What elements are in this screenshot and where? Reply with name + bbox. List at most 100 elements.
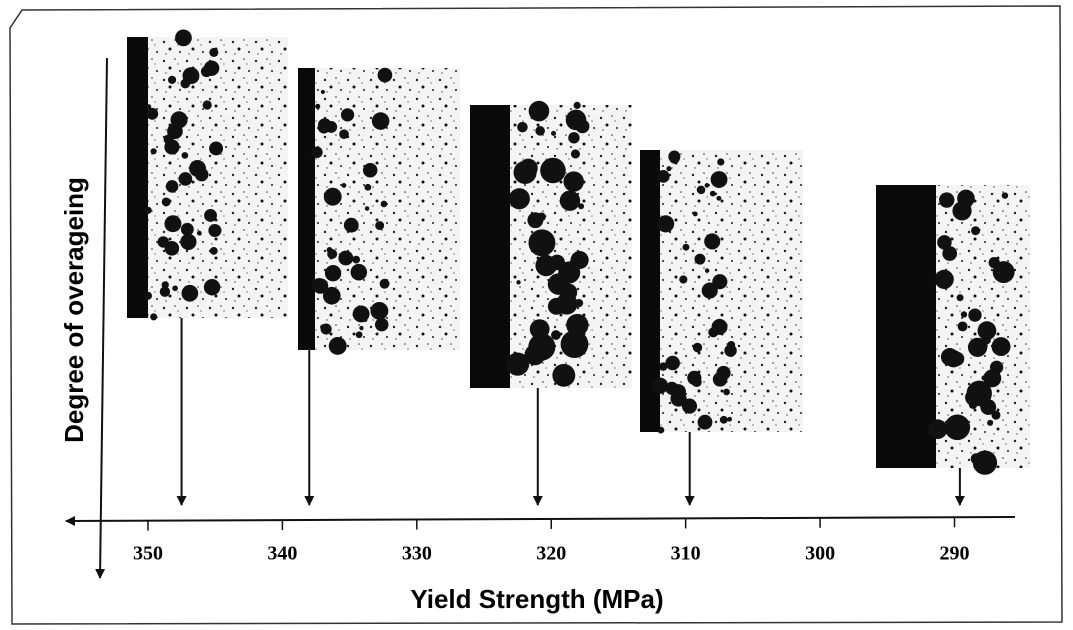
micrograph-blob — [957, 321, 968, 332]
micrograph-blob — [533, 343, 552, 361]
micrograph-blob — [537, 212, 546, 222]
micrograph-blob — [950, 351, 965, 366]
micrograph-blob — [320, 323, 332, 335]
micrograph-blob — [340, 108, 355, 122]
micrograph-blob — [545, 159, 564, 178]
micrograph-blob — [209, 141, 224, 156]
micrograph-blob — [551, 330, 561, 340]
x-axis — [65, 515, 1016, 526]
micrograph-blob — [339, 129, 349, 140]
micrograph-blob — [666, 166, 672, 172]
micrograph-blob — [696, 185, 706, 195]
micrograph-blob — [716, 195, 722, 201]
micrograph-blob — [204, 209, 217, 222]
micrograph-blob — [942, 246, 958, 261]
micrograph-blob — [167, 75, 177, 84]
micrograph-blob — [991, 337, 1011, 357]
micrograph-blob — [528, 100, 550, 122]
micrograph-blob — [717, 158, 725, 166]
micrograph-blob — [380, 200, 388, 208]
micrograph-blob — [352, 255, 361, 264]
micrograph-blob — [508, 188, 530, 210]
micrograph-blob — [665, 381, 679, 395]
micrograph-blob — [528, 229, 556, 257]
x-tick-label: 310 — [671, 543, 701, 565]
micrograph-blob — [682, 243, 690, 251]
micrograph-blob — [957, 189, 975, 208]
micrograph-blob — [565, 109, 587, 131]
micrograph-blob — [320, 89, 325, 94]
micrograph-blob — [692, 211, 698, 217]
micrograph-blob — [175, 29, 192, 47]
micrograph-blob — [551, 130, 557, 136]
frame — [9, 5, 1063, 625]
micrograph-blob — [966, 380, 992, 407]
micrograph-blob — [143, 291, 153, 300]
micrograph-blob — [939, 192, 955, 208]
micrograph-blob — [679, 275, 688, 284]
micrograph-blob — [159, 286, 171, 297]
micrograph-blob — [659, 362, 668, 371]
micrograph-blob — [325, 267, 334, 276]
micrograph-blob — [665, 355, 680, 371]
micrograph-blob — [164, 139, 180, 155]
x-tick-label: 320 — [536, 543, 566, 565]
micrograph-blob — [656, 169, 670, 183]
micrograph-blob — [977, 321, 997, 341]
micrograph-blob — [181, 152, 189, 159]
micrograph-blob — [362, 162, 378, 178]
micrograph-blob — [209, 47, 219, 57]
micrograph-blob — [311, 146, 323, 159]
micrograph-blob — [701, 282, 718, 299]
plot: 350 340 330 320 310 300 290 — [133, 318, 970, 565]
micrograph-blob — [161, 281, 169, 289]
micrograph-blob — [712, 371, 728, 387]
micrograph-blob — [518, 158, 538, 178]
micrograph-blob — [529, 319, 550, 340]
micrograph-blob — [374, 317, 389, 332]
micrograph-edge — [127, 37, 148, 318]
micrograph-blob — [711, 318, 728, 335]
micrograph-blob — [172, 285, 178, 292]
micrograph-blob — [347, 220, 359, 232]
micrograph-blob — [555, 293, 578, 315]
micrograph-blob — [164, 215, 182, 233]
y-axis — [95, 57, 108, 579]
micrograph-blob — [317, 121, 331, 134]
micrograph-blob — [203, 279, 221, 296]
micrograph-blob — [161, 197, 171, 207]
micrograph-blob — [573, 101, 581, 109]
micrograph-blob — [657, 215, 675, 233]
micrograph-blob — [202, 100, 212, 110]
micrograph-blob — [315, 103, 321, 109]
micrograph-blob — [165, 180, 179, 193]
micrograph-blob — [196, 230, 202, 236]
micrograph-blob — [709, 190, 716, 197]
micrograph-blob — [505, 352, 530, 376]
micrograph-blob — [968, 400, 978, 409]
micrograph-blob — [563, 171, 584, 192]
micrograph-blob — [150, 148, 157, 155]
micrograph-blob — [710, 171, 728, 188]
micrograph-blob — [712, 274, 728, 290]
micrograph-blob — [697, 414, 713, 430]
micrograph-blob — [670, 390, 687, 407]
micrograph-blob — [719, 415, 728, 424]
micrograph-blob — [559, 190, 581, 211]
micrograph-blob — [328, 336, 347, 355]
micrograph-blob — [535, 126, 545, 136]
micrograph-blob — [322, 286, 341, 305]
micrograph-blob — [657, 426, 665, 434]
micrograph-blob — [364, 206, 370, 211]
micrograph-blob — [972, 338, 987, 353]
micrograph-blob — [704, 268, 710, 273]
micrographs — [127, 29, 1030, 475]
micrograph-blob — [182, 67, 200, 85]
micrograph-blob — [687, 370, 702, 385]
micrograph-blob — [704, 183, 710, 188]
micrograph-blob — [312, 278, 329, 294]
micrograph-blob — [987, 419, 994, 426]
micrograph-blob — [180, 222, 194, 236]
micrograph-blob — [535, 254, 557, 277]
